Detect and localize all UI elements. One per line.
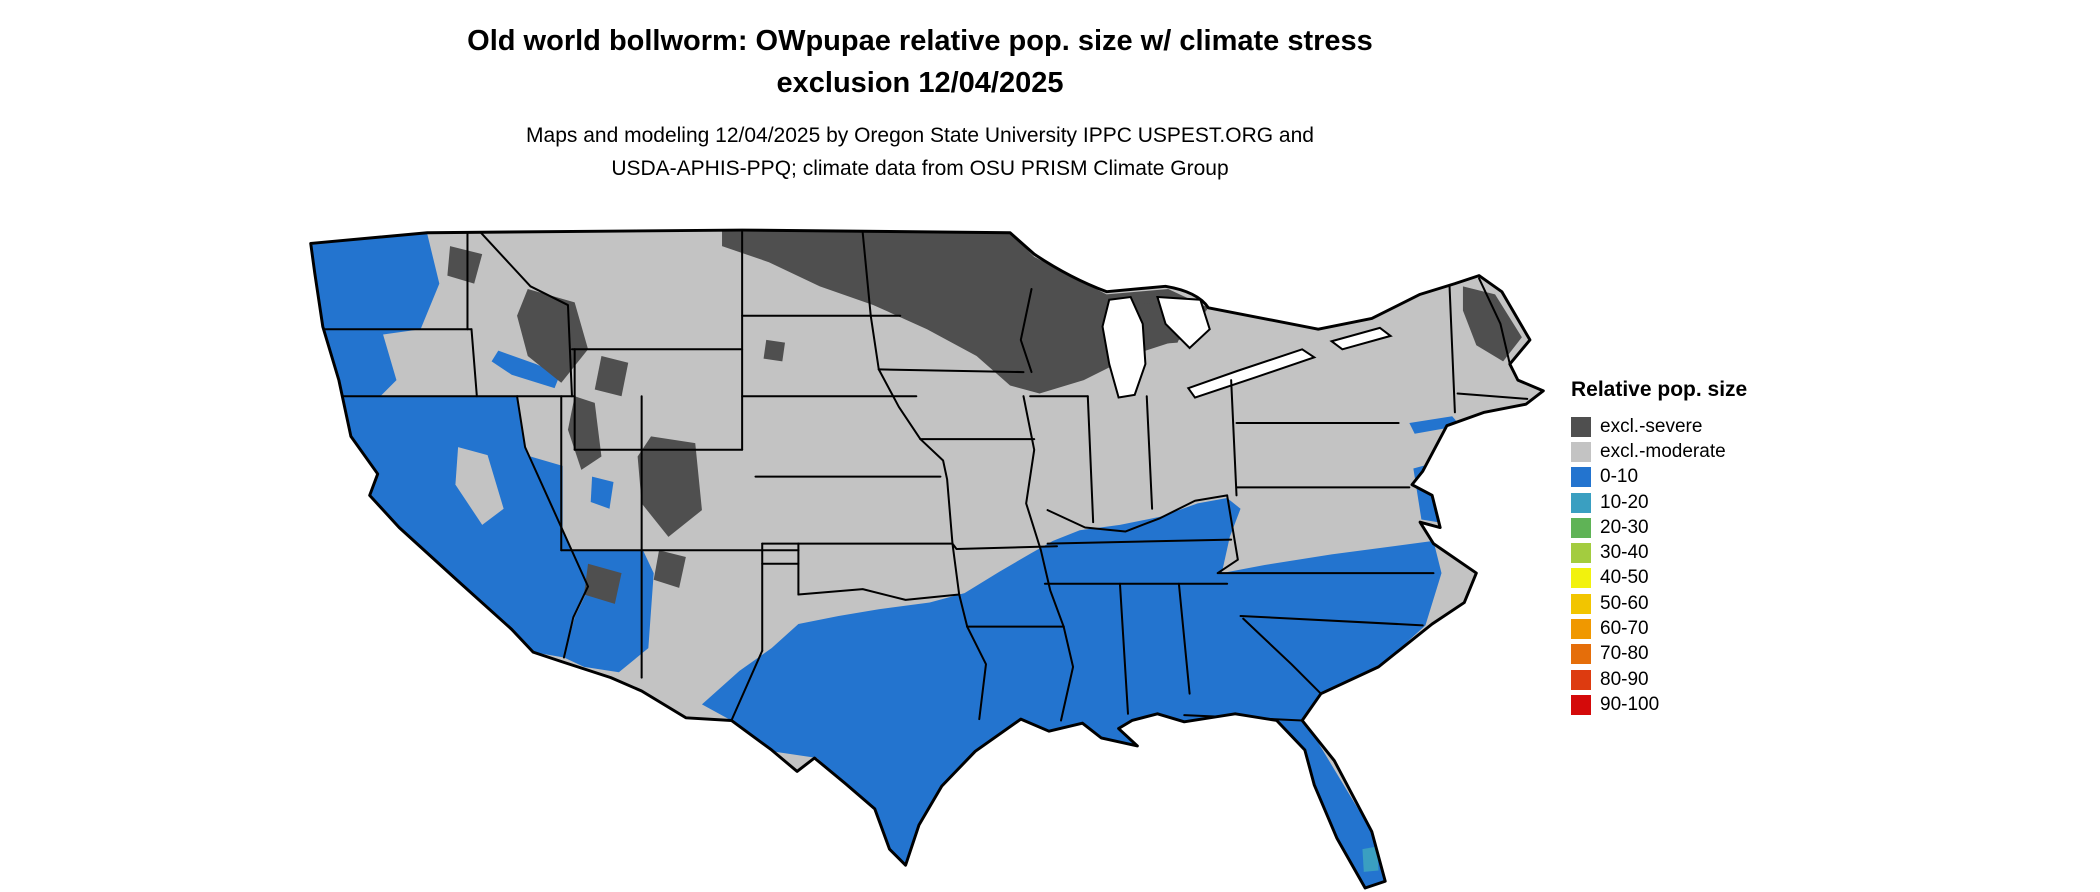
legend-label: 40-50 xyxy=(1600,567,1649,589)
region-pop-0-10-snake-plain xyxy=(491,350,560,389)
page-title-line2: exclusion 12/04/2025 xyxy=(776,67,1064,100)
legend-item: 10-20 xyxy=(1571,490,1747,515)
legend-label: 60-70 xyxy=(1600,618,1649,640)
header: Old world bollworm: OWpupae relative pop… xyxy=(395,20,1445,185)
legend-item: 0-10 xyxy=(1571,465,1747,490)
region-excl-severe-north-band xyxy=(722,230,1209,394)
region-excl-severe-maine xyxy=(1462,286,1522,362)
region-pop-0-10-utah-patch xyxy=(590,476,614,509)
legend-swatch xyxy=(1571,492,1591,513)
legend-label: 10-20 xyxy=(1600,491,1649,513)
us-outline xyxy=(309,228,1545,890)
legend-swatch xyxy=(1571,568,1591,589)
legend-swatch xyxy=(1571,467,1591,488)
region-excl-severe-wind-river xyxy=(594,356,629,397)
legend-items: excl.-severe excl.-moderate 0-10 10-20 20-30… xyxy=(1571,414,1747,718)
legend-label: 50-60 xyxy=(1600,592,1649,614)
state-borders xyxy=(320,230,1529,722)
legend-item: 50-60 xyxy=(1571,591,1747,616)
legend-item: excl.-moderate xyxy=(1571,439,1747,464)
page-title-line1: Old world bollworm: OWpupae relative pop… xyxy=(467,25,1373,57)
legend-item: 30-40 xyxy=(1571,540,1747,565)
legend-item: 80-90 xyxy=(1571,667,1747,692)
region-excl-severe-nm-north xyxy=(653,550,686,588)
lake-michigan xyxy=(1101,295,1147,399)
legend-label: 70-80 xyxy=(1600,643,1649,665)
region-pop-0-10-coastal-ne-strip xyxy=(1409,416,1461,434)
region-excl-severe-black-hills xyxy=(763,339,786,362)
legend-swatch xyxy=(1571,593,1591,614)
legend-label: excl.-severe xyxy=(1600,415,1703,437)
legend-swatch xyxy=(1571,644,1591,665)
legend-swatch xyxy=(1571,416,1591,437)
legend-label: 80-90 xyxy=(1600,668,1649,690)
region-pop-0-10-california xyxy=(340,396,589,658)
region-excl-moderate-sierra xyxy=(455,447,504,525)
region-excl-severe-mogollon xyxy=(584,563,622,604)
legend: Relative pop. size excl.-severe excl.-mod… xyxy=(1571,378,1747,718)
legend-item: excl.-severe xyxy=(1571,414,1747,439)
subtitle-line1: Maps and modeling 12/04/2025 by Oregon S… xyxy=(526,124,1314,148)
lake-ontario xyxy=(1329,326,1393,351)
lake-erie xyxy=(1186,348,1317,399)
subtitle-line2: USDA-APHIS-PPQ; climate data from OSU PR… xyxy=(611,156,1229,180)
legend-label: 90-100 xyxy=(1600,693,1660,715)
us-map-container xyxy=(300,222,1546,892)
legend-label: 20-30 xyxy=(1600,516,1649,538)
region-excl-severe-colorado-rockies xyxy=(637,436,702,537)
legend-item: 70-80 xyxy=(1571,642,1747,667)
region-pop-0-10-pacific-nw xyxy=(310,234,440,399)
legend-label: excl.-moderate xyxy=(1600,440,1726,462)
legend-swatch xyxy=(1571,441,1591,462)
legend-label: 30-40 xyxy=(1600,542,1649,564)
region-pop-10-20-south-florida xyxy=(1362,846,1379,872)
region-excl-severe-wasatch xyxy=(567,396,602,470)
region-excl-severe-ne-washington xyxy=(447,246,483,284)
legend-item: 90-100 xyxy=(1571,692,1747,717)
legend-swatch xyxy=(1571,517,1591,538)
lake-huron xyxy=(1156,295,1211,350)
legend-swatch xyxy=(1571,619,1591,640)
legend-item: 60-70 xyxy=(1571,616,1747,641)
legend-title: Relative pop. size xyxy=(1571,378,1748,401)
legend-label: 0-10 xyxy=(1600,466,1639,488)
subtitle: Maps and modeling 12/04/2025 by Oregon S… xyxy=(395,120,1445,185)
legend-item: 20-30 xyxy=(1571,515,1747,540)
legend-item: 40-50 xyxy=(1571,566,1747,591)
us-map xyxy=(309,228,1545,890)
legend-swatch xyxy=(1571,694,1591,715)
legend-swatch xyxy=(1571,669,1591,690)
legend-swatch xyxy=(1571,543,1591,564)
